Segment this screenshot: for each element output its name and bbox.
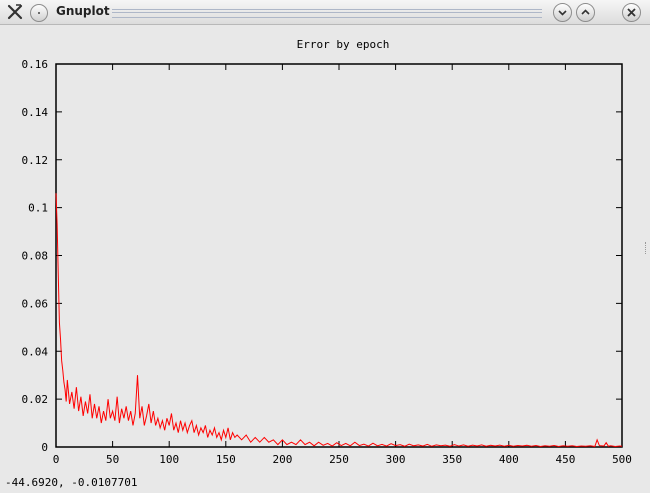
y-tick-label: 0.06 (22, 297, 49, 310)
y-tick-label: 0.14 (22, 106, 49, 119)
x-tick-label: 100 (159, 453, 179, 466)
y-tick-label: 0 (41, 441, 48, 454)
window-menu-icon[interactable] (30, 4, 48, 22)
chevron-down-icon (558, 10, 567, 16)
close-button[interactable] (622, 3, 641, 22)
x-tick-label: 350 (442, 453, 462, 466)
error-series-line (55, 193, 623, 448)
y-tick-label: 0.12 (22, 154, 49, 167)
plot-area[interactable]: Error by epoch 0 0.02 0.04 0.06 0.08 0.1 0.12 0… (0, 25, 650, 475)
resize-grip[interactable] (645, 242, 649, 254)
plot-frame (55, 63, 623, 448)
y-tick-label: 0.02 (22, 393, 49, 406)
chart-title: Error by epoch (297, 38, 390, 51)
y-tick-label: 0.04 (22, 345, 49, 358)
status-coordinates: -44.6920, -0.0107701 (5, 476, 138, 489)
y-tick-label: 0.08 (22, 250, 49, 263)
chevron-up-icon (581, 9, 590, 15)
gnuplot-x-icon[interactable] (6, 3, 24, 21)
x-tick-label: 200 (272, 453, 292, 466)
x-tick-label: 150 (216, 453, 236, 466)
close-icon (627, 8, 636, 17)
x-tick-label: 500 (612, 453, 632, 466)
x-tick-label: 250 (329, 453, 349, 466)
x-tick-label: 0 (53, 453, 60, 466)
x-tick-label: 300 (386, 453, 406, 466)
window-title: Gnuplot (56, 4, 110, 18)
maximize-button[interactable] (576, 3, 595, 22)
x-tick-label: 450 (555, 453, 575, 466)
title-bar[interactable]: Gnuplot (0, 0, 650, 25)
x-tick-label: 400 (499, 453, 519, 466)
y-tick-label: 0.1 (28, 202, 48, 215)
title-bar-decoration (112, 9, 542, 18)
line-chart[interactable]: Error by epoch 0 0.02 0.04 0.06 0.08 0.1 0.12 0… (0, 25, 650, 475)
y-tick-label: 0.16 (22, 58, 49, 71)
x-tick-label: 50 (106, 453, 119, 466)
minimize-button[interactable] (553, 3, 572, 22)
